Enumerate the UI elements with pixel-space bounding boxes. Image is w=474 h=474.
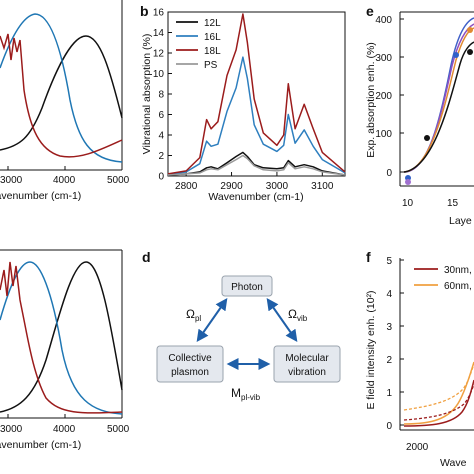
panel-d-letter: d	[142, 249, 151, 265]
panel-d: d Photon Collective plasmon Molecular vi…	[142, 249, 341, 402]
panel-b-ytick-label: 16	[153, 8, 165, 19]
panel-a-blue-curve	[0, 13, 123, 163]
panel-e-xlabel: Laye	[449, 215, 472, 227]
panel-b-ytick-label: 14	[153, 28, 165, 39]
panel-a-black-curve	[0, 35, 123, 151]
panel-a: 3000 4000 5000 Wavenumber (cm-1)	[0, 0, 130, 202]
arrow-photon-plasmon	[196, 298, 228, 342]
panel-e-point-black	[424, 135, 430, 141]
panel-e-ytick-0: 0	[386, 168, 392, 179]
panel-b-ytick-label: 10	[153, 69, 165, 80]
panel-b-ytick-label: 12	[153, 49, 165, 60]
panel-c-black-curve	[0, 261, 123, 413]
panel-b-x-ticks: 2800 2900 3000 3100	[175, 172, 334, 192]
panel-b-series-18L	[167, 13, 346, 175]
panel-b-ytick-label: 2	[158, 151, 164, 162]
panel-f-curve-red-dashed	[403, 383, 474, 421]
vibration-label-line2: vibration	[288, 367, 326, 378]
panel-f-letter: f	[366, 249, 371, 265]
coupling-omega-vib: Ωvib	[288, 307, 308, 323]
legend-label-18L: 18L	[204, 46, 221, 57]
panel-a-xtick-5000: 5000	[107, 175, 130, 186]
panel-c-xlabel: Wavenumber (cm-1)	[0, 439, 81, 451]
panel-b-xtick-label: 3000	[266, 181, 289, 192]
panel-b-letter: b	[140, 3, 149, 19]
panel-f-legend-label-60nm: 60nm,	[444, 281, 472, 292]
panel-f-xtick-2000: 2000	[406, 442, 429, 453]
coupling-omega-pl: Ωpl	[186, 307, 201, 323]
panel-f-ytick-1: 1	[386, 388, 392, 399]
panel-b-series	[167, 13, 346, 176]
arrow-photon-vibration	[266, 298, 298, 342]
panel-e-curve-black	[403, 41, 474, 173]
panel-c-xtick-4000: 4000	[53, 424, 76, 435]
panel-e-curve-orange	[403, 27, 474, 173]
panel-b: b 0 2 4 6 8 10 12 14 16 2800 2900 3000 3100 Vibrati…	[140, 3, 346, 203]
plasmon-label-line1: Collective	[168, 353, 212, 364]
panel-f: f 0 1 2 3 4 5 2000 Wave E field intensit…	[365, 249, 474, 469]
panel-b-ylabel: Vibrational absorption (%)	[141, 34, 153, 155]
panel-a-xtick-3000: 3000	[0, 175, 23, 186]
panel-a-xtick-4000: 4000	[53, 175, 76, 186]
panel-e-curve-purple	[403, 23, 474, 173]
panel-c: 3000 4000 5000 Wavenumber (cm-1)	[0, 249, 130, 451]
vibration-label-line1: Molecular	[285, 353, 329, 364]
photon-label: Photon	[231, 282, 263, 293]
legend-label-12L: 12L	[204, 18, 221, 29]
panel-e-ytick-400: 400	[375, 15, 392, 26]
plasmon-node	[156, 345, 224, 383]
panel-b-ytick-label: 8	[158, 90, 164, 101]
panel-f-xlabel: Wave	[440, 457, 467, 469]
panel-b-ytick-label: 0	[158, 172, 164, 183]
vibration-node	[273, 345, 341, 383]
panel-b-xtick-label: 2900	[220, 181, 243, 192]
panel-c-xtick-3000: 3000	[0, 424, 23, 435]
legend-label-PS: PS	[204, 60, 218, 71]
panel-b-xtick-label: 2800	[175, 181, 198, 192]
panel-b-legend: 12L 16L 18L PS	[176, 18, 221, 71]
panel-f-ytick-4: 4	[386, 289, 392, 300]
panel-b-xlabel: Wavenumber (cm-1)	[208, 191, 303, 203]
coupling-m-plvib: Mpl-vib	[231, 386, 261, 402]
panel-b-series-16L	[167, 56, 346, 176]
legend-label-16L: 16L	[204, 32, 221, 43]
panel-b-series-12L	[167, 151, 346, 176]
panel-f-ylabel: E field intensity enh. (10²)	[365, 290, 377, 409]
panel-e-point-purple	[405, 179, 411, 185]
panel-c-red-curve	[0, 261, 123, 414]
panel-e-ytick-200: 200	[375, 91, 392, 102]
panel-b-series-PS	[167, 154, 346, 176]
panel-e-point-orange	[467, 27, 473, 33]
panel-f-ytick-2: 2	[386, 355, 392, 366]
panel-e-letter: e	[366, 3, 374, 19]
panel-e-point-black-2	[467, 49, 473, 55]
plasmon-label-line2: plasmon	[171, 367, 209, 378]
panel-b-ytick-label: 4	[158, 131, 164, 142]
panel-f-legend-label-30nm: 30nm,	[444, 265, 472, 276]
panel-a-red-curve	[0, 33, 123, 158]
panel-c-xtick-5000: 5000	[107, 424, 130, 435]
panel-e-ytick-300: 300	[375, 53, 392, 64]
panel-f-ytick-0: 0	[386, 421, 392, 432]
panel-a-xlabel: Wavenumber (cm-1)	[0, 190, 81, 202]
panel-e-xtick-15: 15	[447, 198, 459, 209]
panel-e-point-blue-2	[453, 52, 459, 58]
panel-e: e 0 100 200 300 400 10 15 Laye Exp. abso…	[365, 3, 474, 227]
panel-f-ytick-3: 3	[386, 322, 392, 333]
panel-f-curve-red-solid	[403, 379, 474, 427]
photon-node	[221, 275, 273, 297]
panel-f-curve-orange-dashed	[403, 363, 474, 411]
panel-e-ylabel: Exp. absorption enh. (%)	[365, 42, 377, 158]
panel-b-xtick-label: 3100	[311, 181, 334, 192]
panel-b-ytick-label: 6	[158, 110, 164, 121]
panel-b-y-ticks: 0 2 4 6 8 10 12 14 16	[153, 8, 172, 183]
panel-f-ytick-5: 5	[386, 256, 392, 267]
panel-e-xtick-10: 10	[402, 198, 414, 209]
panel-e-ytick-100: 100	[375, 129, 392, 140]
